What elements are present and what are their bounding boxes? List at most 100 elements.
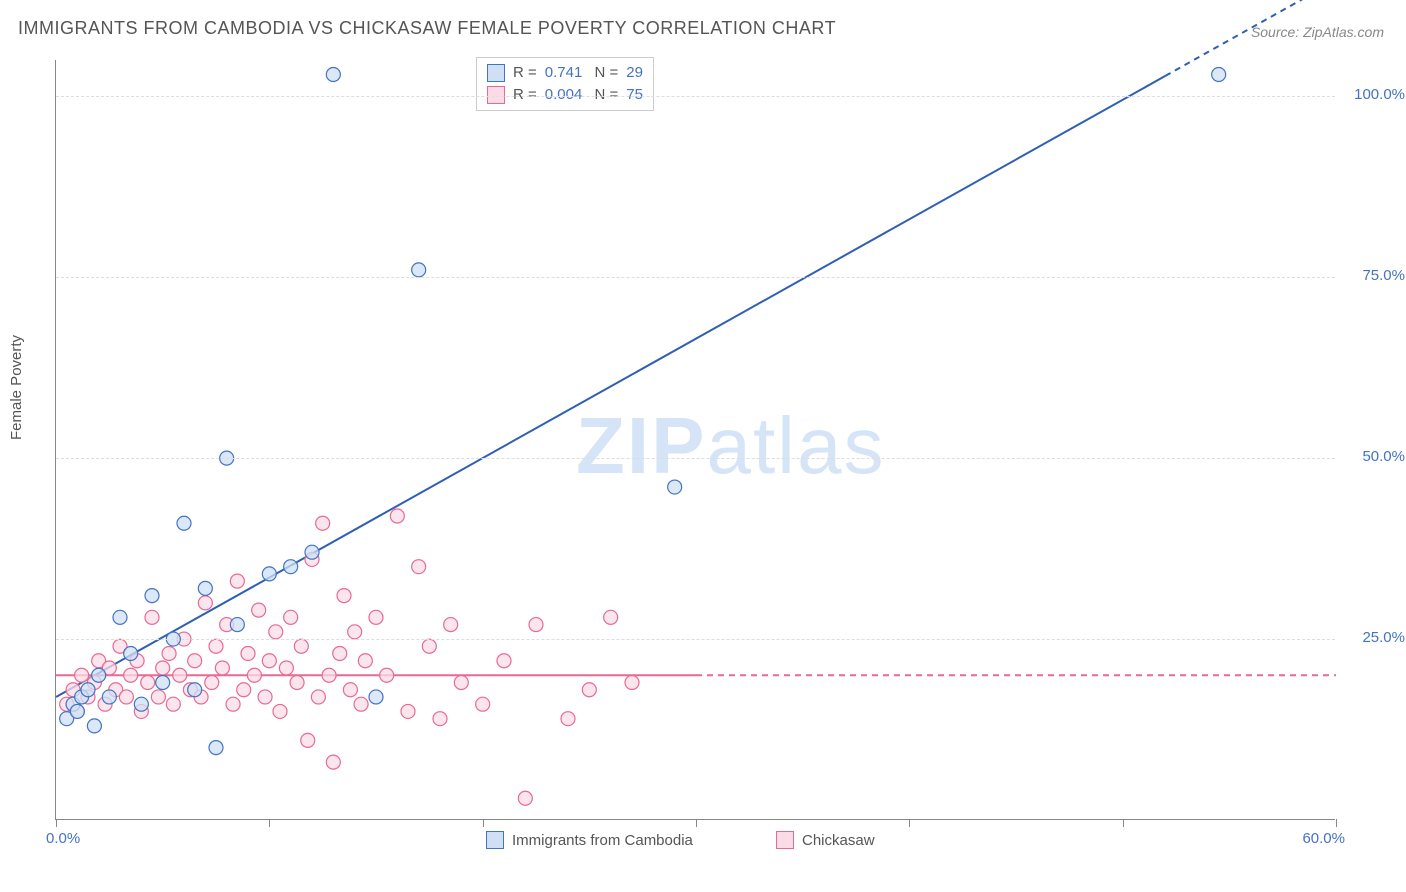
scatter-point [284, 560, 298, 574]
scatter-point [262, 654, 276, 668]
scatter-point [337, 589, 351, 603]
scatter-point [198, 581, 212, 595]
stat-label: N = [590, 62, 618, 84]
scatter-point [326, 755, 340, 769]
scatter-point [262, 567, 276, 581]
y-tick-label: 50.0% [1345, 448, 1405, 465]
scatter-point [412, 560, 426, 574]
x-tick [696, 819, 697, 827]
scatter-point [205, 675, 219, 689]
scatter-point [301, 733, 315, 747]
scatter-point [230, 618, 244, 632]
scatter-point [412, 263, 426, 277]
scatter-point [358, 654, 372, 668]
scatter-point [561, 712, 575, 726]
y-tick-label: 25.0% [1345, 629, 1405, 646]
scatter-point [145, 589, 159, 603]
scatter-point [582, 683, 596, 697]
chart-svg [56, 60, 1335, 819]
legend-swatch-pink [487, 86, 505, 104]
legend-label: Chickasaw [802, 832, 875, 849]
scatter-point [305, 545, 319, 559]
legend-bottom-item: Immigrants from Cambodia [486, 831, 693, 849]
scatter-point [354, 697, 368, 711]
scatter-point [322, 668, 336, 682]
scatter-point [311, 690, 325, 704]
scatter-point [145, 610, 159, 624]
gridline-horizontal [56, 277, 1335, 278]
x-tick [483, 819, 484, 827]
regression-line [56, 76, 1165, 697]
scatter-point [348, 625, 362, 639]
x-axis-max-label: 60.0% [1302, 830, 1345, 847]
scatter-point [518, 791, 532, 805]
scatter-point [124, 647, 138, 661]
legend-swatch-blue [487, 64, 505, 82]
stat-label: R = [513, 84, 537, 106]
scatter-point [102, 690, 116, 704]
scatter-point [247, 668, 261, 682]
scatter-point [380, 668, 394, 682]
gridline-horizontal [56, 639, 1335, 640]
x-tick [1123, 819, 1124, 827]
scatter-point [497, 654, 511, 668]
legend-swatch-blue [486, 831, 504, 849]
scatter-point [113, 610, 127, 624]
scatter-point [279, 661, 293, 675]
scatter-point [1212, 67, 1226, 81]
stat-n-value: 75 [626, 84, 643, 106]
scatter-point [75, 668, 89, 682]
plot-area: ZIPatlas R = 0.741 N = 29 R = 0.004 N = … [55, 60, 1335, 820]
scatter-point [134, 697, 148, 711]
scatter-point [529, 618, 543, 632]
scatter-point [269, 625, 283, 639]
x-tick [269, 819, 270, 827]
scatter-point [316, 516, 330, 530]
scatter-point [156, 675, 170, 689]
scatter-point [294, 639, 308, 653]
scatter-point [226, 697, 240, 711]
legend-stats-row: R = 0.004 N = 75 [487, 84, 643, 106]
scatter-point [454, 675, 468, 689]
scatter-point [444, 618, 458, 632]
scatter-point [209, 741, 223, 755]
scatter-point [215, 661, 229, 675]
stat-label: N = [590, 84, 618, 106]
scatter-point [333, 647, 347, 661]
legend-stats-row: R = 0.741 N = 29 [487, 62, 643, 84]
scatter-point [151, 690, 165, 704]
scatter-point [162, 647, 176, 661]
gridline-horizontal [56, 96, 1335, 97]
scatter-point [290, 675, 304, 689]
scatter-point [173, 668, 187, 682]
scatter-point [252, 603, 266, 617]
scatter-point [273, 704, 287, 718]
scatter-point [369, 690, 383, 704]
scatter-point [625, 675, 639, 689]
stat-r-value: 0.004 [545, 84, 583, 106]
scatter-point [124, 668, 138, 682]
scatter-point [87, 719, 101, 733]
stat-n-value: 29 [626, 62, 643, 84]
y-axis-label: Female Poverty [8, 335, 25, 440]
legend-label: Immigrants from Cambodia [512, 832, 693, 849]
x-tick [56, 819, 57, 827]
scatter-point [141, 675, 155, 689]
scatter-point [188, 683, 202, 697]
scatter-point [422, 639, 436, 653]
scatter-point [92, 668, 106, 682]
x-tick [909, 819, 910, 827]
scatter-point [604, 610, 618, 624]
scatter-point [401, 704, 415, 718]
stat-r-value: 0.741 [545, 62, 583, 84]
scatter-point [343, 683, 357, 697]
scatter-point [241, 647, 255, 661]
scatter-point [70, 704, 84, 718]
scatter-point [433, 712, 447, 726]
scatter-point [326, 67, 340, 81]
scatter-point [668, 480, 682, 494]
legend-stats-box: R = 0.741 N = 29 R = 0.004 N = 75 [476, 57, 654, 111]
scatter-point [188, 654, 202, 668]
scatter-point [198, 596, 212, 610]
y-tick-label: 75.0% [1345, 267, 1405, 284]
